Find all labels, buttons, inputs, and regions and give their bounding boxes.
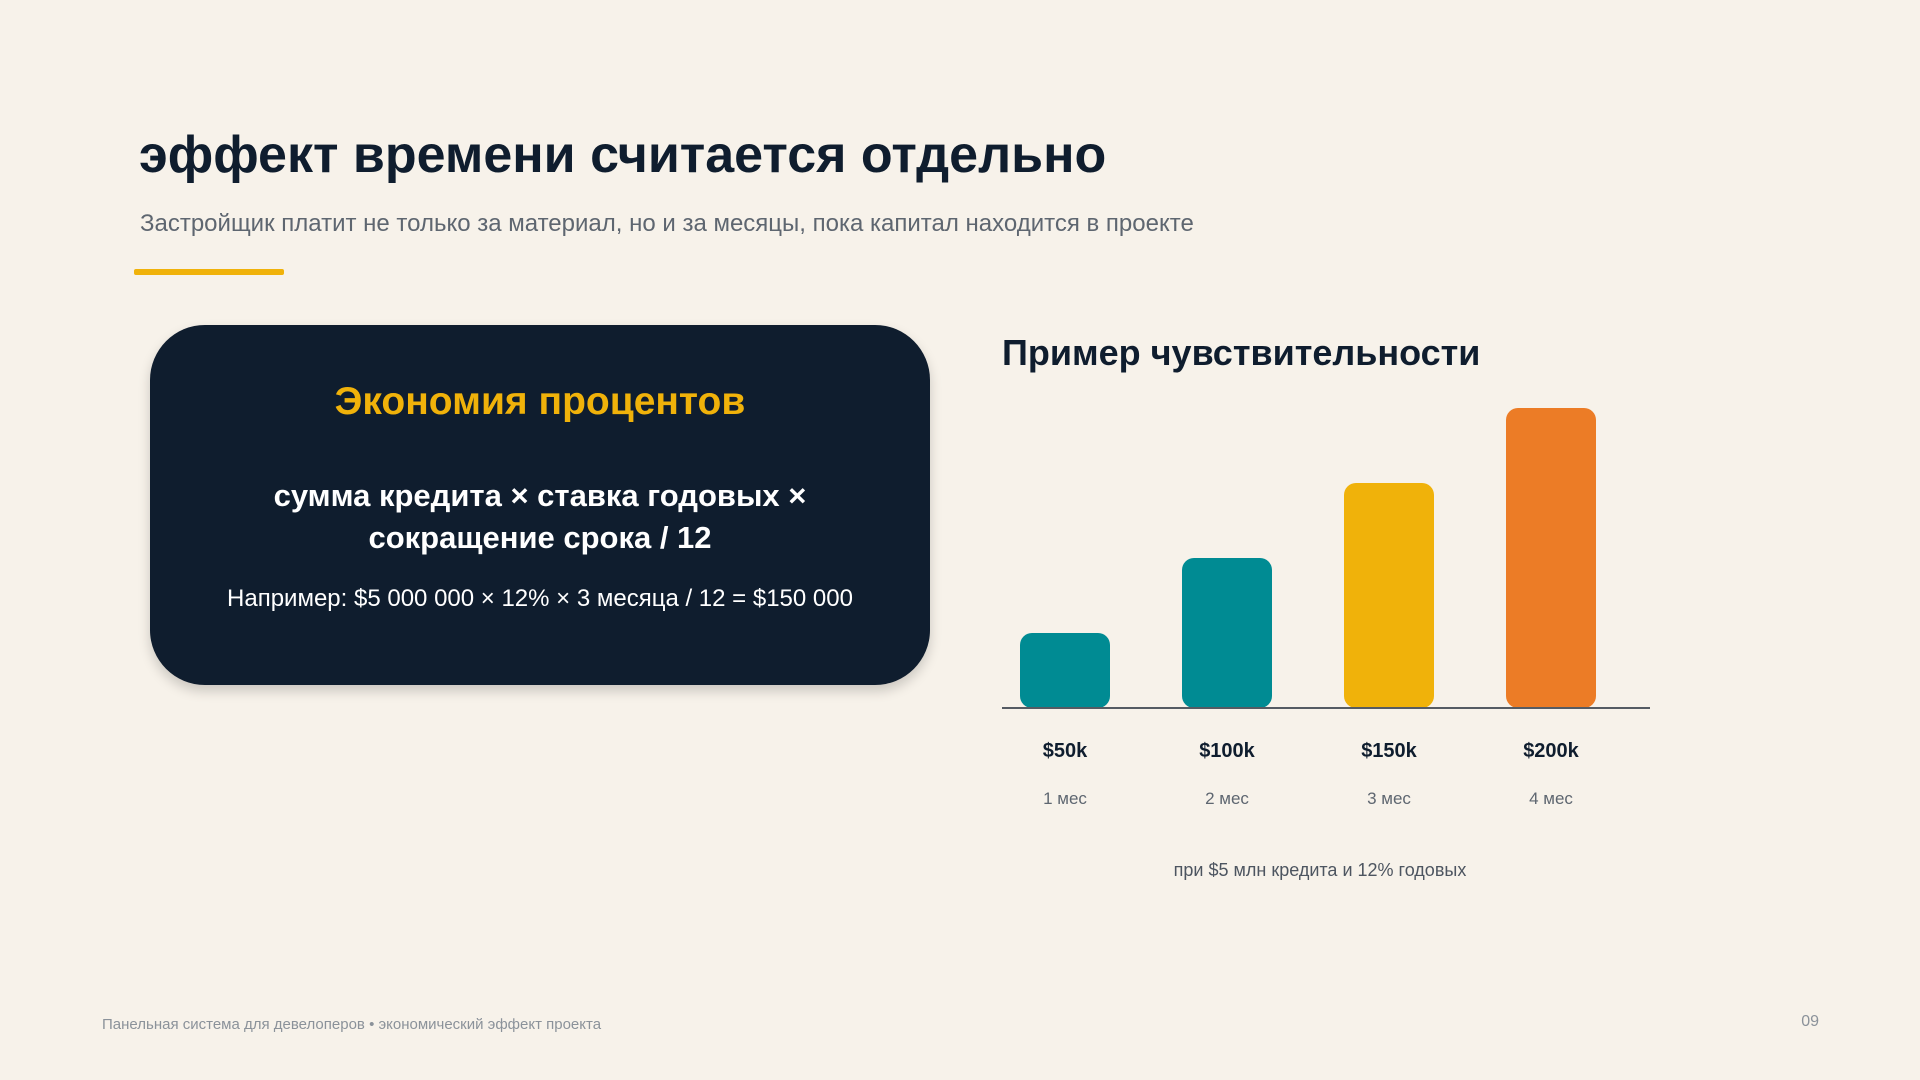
category-label-2: 2 мес <box>1205 789 1249 808</box>
bar-4 <box>1506 408 1596 708</box>
accent-line <box>134 269 284 275</box>
value-label-1: $50k <box>1043 740 1088 762</box>
page-number: 09 <box>1801 1013 1819 1030</box>
formula-line-2: сокращение срока / 12 <box>368 520 712 555</box>
bar-2 <box>1182 558 1272 708</box>
footer-text: Панельная система для девелоперов • экон… <box>102 1016 602 1033</box>
chart-title: Пример чувствительности <box>1002 332 1481 373</box>
formula-card: Экономия процентов сумма кредита × ставк… <box>150 325 930 685</box>
category-label-4: 4 мес <box>1529 789 1573 808</box>
category-label-1: 1 мес <box>1043 789 1087 808</box>
bar-1 <box>1020 633 1110 708</box>
formula-example: Например: $5 000 000 × 12% × 3 месяца / … <box>227 585 853 612</box>
value-label-2: $100k <box>1199 740 1255 762</box>
slide-subtitle: Застройщик платит не только за материал,… <box>140 210 1194 237</box>
category-label-3: 3 мес <box>1367 789 1411 808</box>
slide-title: эффект времени считается отдельно <box>139 126 1107 184</box>
chart-note: при $5 млн кредита и 12% годовых <box>1173 860 1467 880</box>
bar-3 <box>1344 483 1434 708</box>
value-label-4: $200k <box>1523 740 1579 762</box>
formula-text: сумма кредита × ставка годовых × сокраще… <box>150 475 930 559</box>
formula-heading: Экономия процентов <box>334 380 746 423</box>
value-label-3: $150k <box>1361 740 1417 762</box>
formula-line-1: сумма кредита × ставка годовых × <box>273 478 807 513</box>
